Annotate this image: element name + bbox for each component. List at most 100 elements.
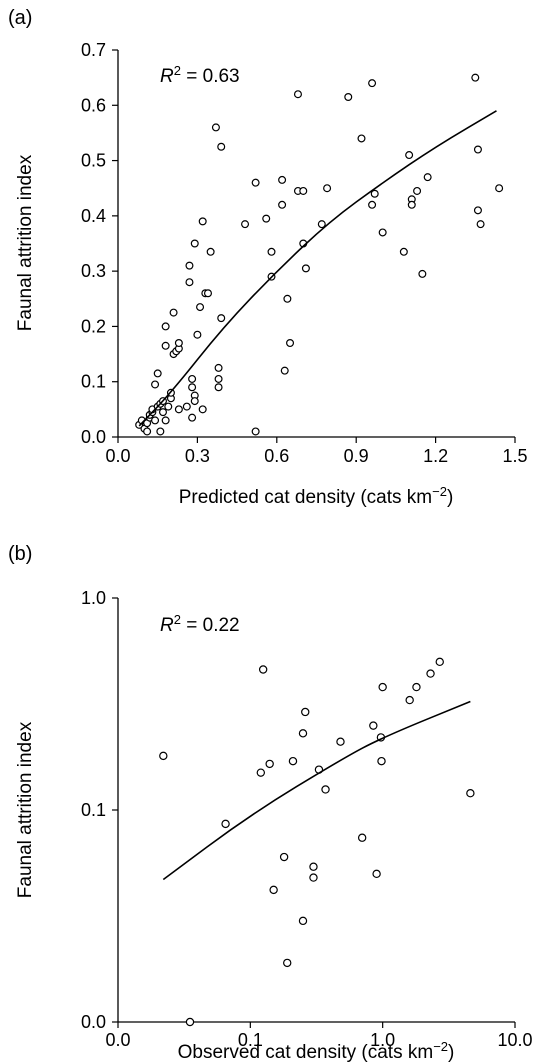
panel-b-data-point	[405, 695, 414, 705]
panel-a-label: (a)	[8, 7, 32, 29]
panel-a-data-point	[283, 294, 292, 303]
panel-a-data-point	[217, 314, 226, 323]
panel-b-x-axis-title: Observed cat density (cats km−2)	[178, 1039, 455, 1062]
panel-b-data-point	[336, 737, 345, 746]
panel-a-y-tick-label: 0.4	[81, 206, 106, 226]
panel-b-fit-line	[162, 700, 471, 881]
panel-a-data-point	[217, 142, 226, 151]
panel-b-data-point	[298, 916, 308, 926]
panel-b-data-point	[256, 768, 266, 777]
panel-a-data-point	[378, 228, 387, 237]
panel-b-y-axis-title: Faunal attrition index	[15, 721, 36, 898]
panel-a-data-point	[280, 366, 289, 375]
panel-a-x-tick-label: 1.2	[423, 446, 448, 466]
panel-a-data-point	[214, 374, 223, 383]
panel-a-data-point	[495, 184, 504, 193]
panel-a-data-point	[301, 264, 310, 273]
panel-a-data-point	[161, 341, 170, 350]
panel-b-data-point	[357, 833, 367, 842]
panel-b-x-tick-label: 1.0	[370, 1030, 395, 1050]
panel-a-y-tick-label: 0.1	[81, 372, 106, 392]
panel-a-data-point	[143, 427, 152, 436]
panel-a-data-point	[251, 178, 260, 187]
panel-a-data-point	[211, 123, 220, 132]
panel-a-data-point	[151, 380, 160, 389]
panel-a-data-point	[241, 220, 250, 229]
panel-b-data-point	[372, 869, 381, 879]
panel-a-data-point	[368, 79, 377, 88]
panel-a-data-point	[423, 173, 432, 182]
panel-a-data-point	[185, 261, 194, 270]
panel-b-data-point	[369, 721, 378, 730]
panel-a-data-point	[399, 247, 408, 256]
panel-a-data-point	[370, 189, 379, 198]
panel-a-data-point	[174, 339, 183, 348]
panel-b-data-point	[265, 759, 274, 769]
panel-b-data-point	[426, 669, 435, 678]
panel-b-y-tick-label: 1.0	[81, 588, 106, 608]
panel-a-data-point	[190, 239, 199, 248]
panel-a-data-point	[190, 397, 199, 406]
panel-a-data-point	[299, 186, 308, 195]
panel-a-data-point	[161, 322, 170, 331]
panel-a-data-point	[198, 405, 207, 414]
panel-b-x-tick-label: 0.1	[238, 1030, 263, 1050]
panel-b-data-point	[279, 852, 289, 862]
panel-a-data-point	[198, 217, 207, 226]
panel-a-data-point	[357, 134, 366, 143]
panel-a: (a) 0.0 0.3 0.6 0.9 1.2 1.5 0.0 0.1 0.2 0.3 0.4 0.…	[8, 7, 528, 508]
panel-b-data-point	[221, 819, 230, 829]
panel-a-data-point	[344, 92, 353, 101]
panel-a-data-point	[188, 383, 197, 392]
panel-a-data-point	[158, 408, 167, 417]
panel-b-data-point	[283, 958, 292, 968]
panel-b-y-tick-label: 0.1	[81, 800, 106, 820]
panel-a-data-point	[267, 247, 276, 256]
panel-a-data-point	[317, 220, 326, 229]
panel-b-x-tick-label: 0.0	[105, 1030, 130, 1050]
panel-a-data-point	[174, 405, 183, 414]
panel-b-data-point	[309, 873, 318, 882]
panel-b-data-point	[321, 785, 330, 794]
panel-b-data-point	[377, 756, 386, 766]
panel-a-data-point	[164, 402, 173, 411]
panel-b-data-point	[309, 862, 318, 871]
panel-a-data-point	[182, 402, 191, 411]
panel-b-label: (b)	[8, 543, 32, 565]
panel-b-data-point	[412, 682, 421, 692]
panel-b-data-point	[466, 789, 475, 798]
panel-a-data-point	[473, 145, 482, 154]
panel-b-data-point	[159, 751, 168, 761]
panel-a-x-tick-label: 0.3	[185, 446, 210, 466]
panel-a-data-point	[188, 374, 197, 383]
panel-b-data-point	[298, 729, 308, 738]
panel-a-y-tick-label: 0.7	[81, 40, 106, 60]
panel-a-x-axis-title: Predicted cat density (cats km−2)	[179, 484, 454, 508]
panel-a-y-tick-label: 0.0	[81, 427, 106, 447]
panel-a-data-point	[323, 184, 332, 193]
panel-b-x-tick-label: 10.0	[497, 1030, 532, 1050]
panel-a-data-point	[293, 90, 302, 99]
panel-a-data-point	[262, 214, 271, 223]
panel-a-data-point	[418, 269, 427, 278]
panel-a-y-tick-label: 0.3	[81, 261, 106, 281]
panel-a-data-point	[407, 200, 416, 209]
panel-b-data-point	[269, 885, 278, 895]
panel-a-x-tick-label: 1.5	[502, 446, 527, 466]
panel-b-data-point	[378, 682, 387, 692]
panel-b-data-point	[185, 1017, 195, 1027]
panel-b-data-point	[301, 707, 310, 717]
panel-a-y-tick-label: 0.5	[81, 151, 106, 171]
panel-a-y-tick-label: 0.2	[81, 316, 106, 336]
panel-b-data-point	[258, 665, 268, 674]
panel-a-x-tick-label: 0.9	[344, 446, 369, 466]
panel-a-x-tick-label: 0.0	[105, 446, 130, 466]
panel-a-data-point	[471, 73, 480, 82]
panel-a-data-point	[214, 383, 223, 392]
panel-a-x-tick-label: 0.6	[264, 446, 289, 466]
panel-a-data-point	[278, 200, 287, 209]
panel-a-data-point	[188, 413, 197, 422]
panel-b-y-tick-label: 0.0	[81, 1012, 106, 1032]
panel-a-data-point	[156, 427, 165, 436]
